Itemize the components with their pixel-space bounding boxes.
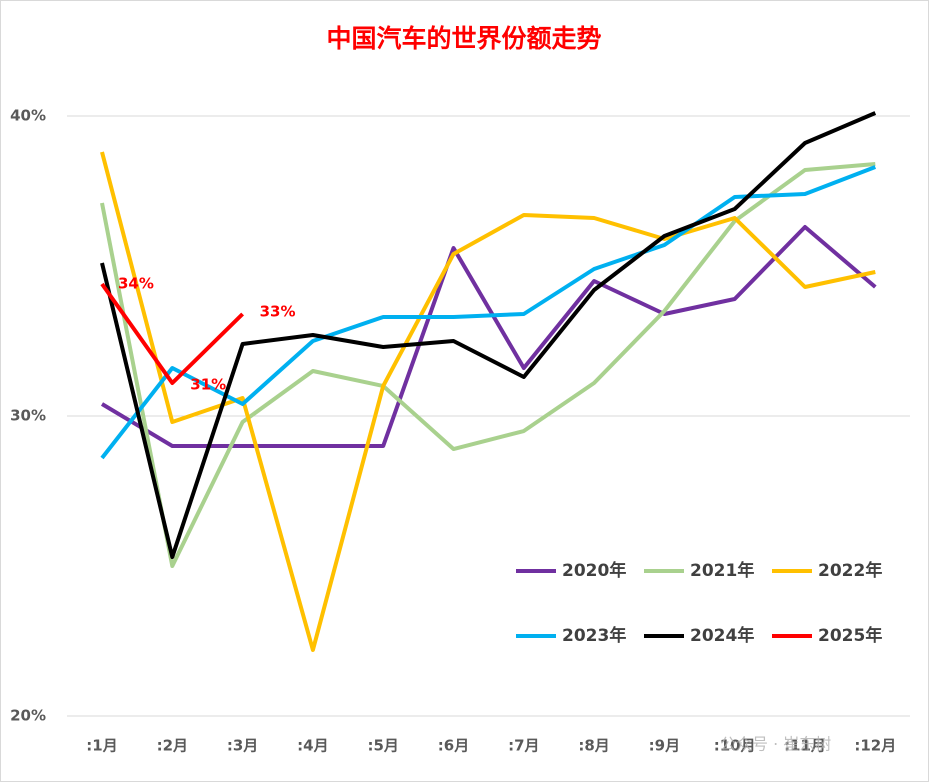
series-line (100, 162, 876, 568)
legend-label: 2023年 (562, 625, 626, 646)
x-tick-label: :2月 (157, 737, 188, 755)
x-tick-label: :6月 (438, 737, 469, 755)
x-tick-label: :10月 (714, 737, 756, 755)
legend-label: 2024年 (690, 625, 754, 646)
data-label: 33% (260, 303, 296, 321)
x-tick-label: :1月 (86, 737, 117, 755)
series-line (100, 151, 876, 652)
legend-label: 2021年 (690, 560, 754, 581)
legend-label: 2020年 (562, 560, 626, 581)
watermark: 公众号 · 崔东树 (720, 735, 831, 754)
y-tick-label: 40% (10, 107, 46, 125)
x-tick-label: :4月 (297, 737, 328, 755)
data-label: 31% (190, 376, 226, 394)
series-line (100, 282, 245, 385)
x-tick-label: :9月 (649, 737, 680, 755)
legend-label: 2025年 (818, 625, 882, 646)
x-tick-label: :7月 (508, 737, 539, 755)
x-tick-label: :8月 (578, 737, 609, 755)
y-tick-label: 30% (10, 407, 46, 425)
legend-label: 2022年 (818, 560, 882, 581)
chart-title: 中国汽车的世界份额走势 (326, 24, 601, 53)
x-tick-label: :3月 (227, 737, 258, 755)
x-tick-label: :11月 (784, 737, 826, 755)
series-line (100, 111, 877, 559)
y-tick-label: 20% (10, 707, 46, 725)
x-tick-label: :12月 (854, 737, 896, 755)
x-tick-label: :5月 (367, 737, 398, 755)
data-label: 34% (118, 275, 154, 293)
